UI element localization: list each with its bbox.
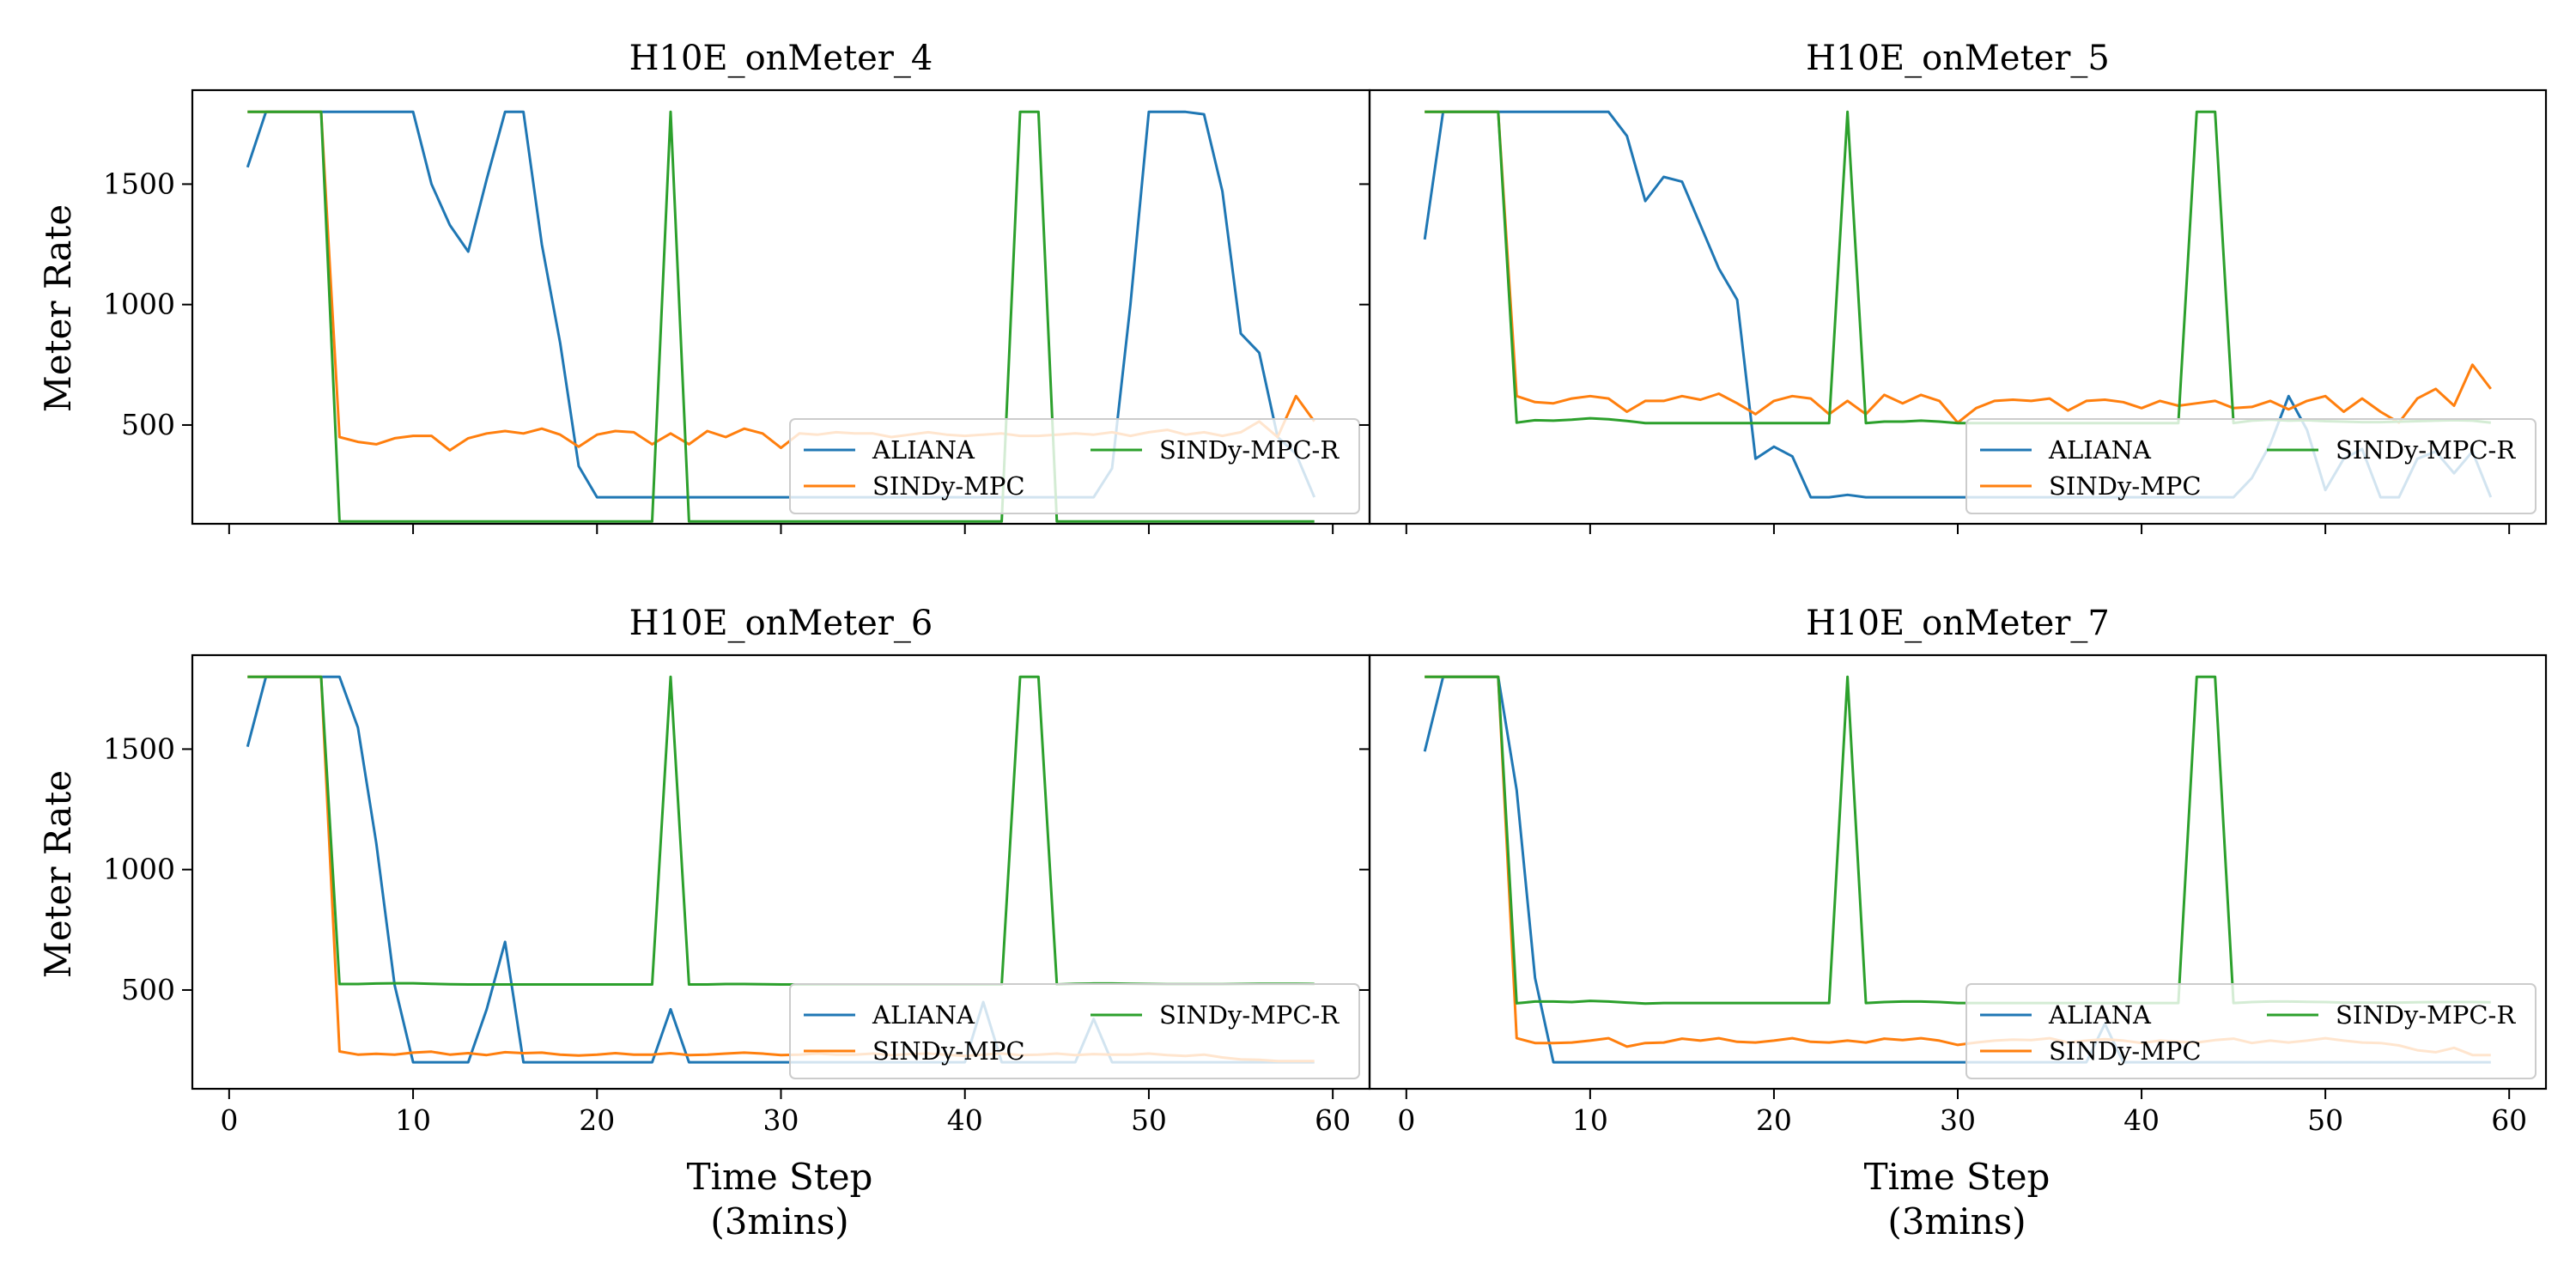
legend-box	[789, 418, 1360, 514]
legend-label: SINDy-MPC-R	[2336, 435, 2516, 465]
x-axis-label-left: Time Step	[687, 1156, 873, 1198]
legend-label: SINDy-MPC	[2049, 471, 2202, 501]
x-tick-label: 40	[2123, 1103, 2160, 1137]
panel-title: H10E_onMeter_6	[629, 604, 933, 643]
legend: ALIANA SINDy-MPC SINDy-MPC-R	[1965, 418, 2537, 514]
legend: ALIANA SINDy-MPC SINDy-MPC-R	[789, 983, 1360, 1079]
x-tick-label: 20	[579, 1103, 615, 1137]
legend-label: ALIANA	[2048, 1000, 2152, 1030]
x-axis-label-left-unit: (3mins)	[710, 1200, 848, 1242]
panel-title: H10E_onMeter_5	[1806, 39, 2110, 78]
y-tick-label: 1500	[103, 167, 175, 200]
series-line-sindy-mpc-r	[247, 110, 1315, 523]
series-line-sindy-mpc	[1425, 110, 2492, 424]
legend-label: SINDy-MPC-R	[2336, 1000, 2516, 1030]
x-tick-label: 10	[395, 1103, 431, 1137]
chart-panel-3: H10E_onMeter_6 0 10 20 30 40 50 60 500 1000 1500 AL…	[103, 604, 1371, 1137]
legend: ALIANA SINDy-MPC SINDy-MPC-R	[789, 418, 1360, 514]
x-tick-label: 0	[220, 1103, 238, 1137]
legend-label: SINDy-MPC	[872, 471, 1025, 501]
x-tick-label: 10	[1572, 1103, 1608, 1137]
series-line-sindy-mpc	[247, 110, 1315, 452]
x-tick-label: 20	[1756, 1103, 1792, 1137]
legend-label: SINDy-MPC-R	[1159, 1000, 1340, 1030]
y-tick-label: 1000	[103, 288, 175, 321]
y-tick-label: 1500	[103, 732, 175, 765]
legend-label: ALIANA	[872, 1000, 975, 1030]
series-line-aliana	[246, 110, 1316, 499]
panel-title: H10E_onMeter_4	[629, 39, 933, 78]
legend-label: ALIANA	[2048, 435, 2152, 465]
legend-label: SINDy-MPC	[2049, 1036, 2202, 1066]
y-axis-label-bottom: Meter Rate	[37, 770, 79, 978]
legend-label: SINDy-MPC-R	[1159, 435, 1340, 465]
x-tick-label: 30	[1940, 1103, 1976, 1137]
x-axis-label-right: Time Step	[1864, 1156, 2050, 1198]
x-tick-label: 40	[947, 1103, 983, 1137]
legend-box	[1965, 983, 2537, 1079]
x-axis-label-right-unit: (3mins)	[1887, 1200, 2026, 1242]
x-tick-label: 60	[2491, 1103, 2527, 1137]
chart-panel-2: H10E_onMeter_5 ALIANA SINDy-MPC SINDy-MPC-R	[1359, 39, 2548, 534]
y-tick-label: 1000	[103, 853, 175, 886]
x-tick-label: 60	[1315, 1103, 1351, 1137]
chart-panel-1: H10E_onMeter_4 500 1000 1500 ALIANA SINDy-MPC…	[103, 39, 1371, 534]
y-tick-label: 500	[121, 973, 175, 1006]
series-line-sindy-mpc-r	[247, 675, 1315, 986]
panel-title: H10E_onMeter_7	[1806, 604, 2110, 643]
y-tick-label: 500	[121, 408, 175, 441]
series-line-sindy-mpc-r	[1425, 110, 2491, 425]
series-line-sindy-mpc-r	[1425, 675, 2491, 1005]
x-tick-label: 50	[2307, 1103, 2343, 1137]
legend-label: ALIANA	[872, 435, 975, 465]
x-tick-label: 0	[1397, 1103, 1415, 1137]
legend: ALIANA SINDy-MPC SINDy-MPC-R	[1965, 983, 2537, 1079]
y-axis-label-top: Meter Rate	[37, 204, 79, 412]
x-tick-label: 50	[1131, 1103, 1167, 1137]
legend-box	[1965, 418, 2537, 514]
legend-label: SINDy-MPC	[872, 1036, 1025, 1066]
x-tick-label: 30	[763, 1103, 799, 1137]
chart-panel-4: H10E_onMeter_7 0 10 20 30 40 50 60 ALIANA SINDy-M…	[1359, 604, 2548, 1137]
legend-box	[789, 983, 1360, 1079]
